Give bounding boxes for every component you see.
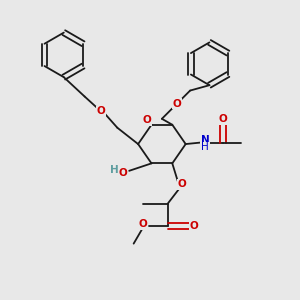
Text: O: O <box>177 179 186 189</box>
Text: O: O <box>118 168 127 178</box>
Text: N: N <box>201 135 209 145</box>
Text: O: O <box>190 221 198 231</box>
Text: H: H <box>110 165 119 175</box>
Text: O: O <box>172 99 181 109</box>
Text: O: O <box>97 106 105 116</box>
Text: O: O <box>143 115 152 125</box>
Text: O: O <box>139 219 148 229</box>
Text: O: O <box>218 114 227 124</box>
Text: H: H <box>201 142 209 152</box>
